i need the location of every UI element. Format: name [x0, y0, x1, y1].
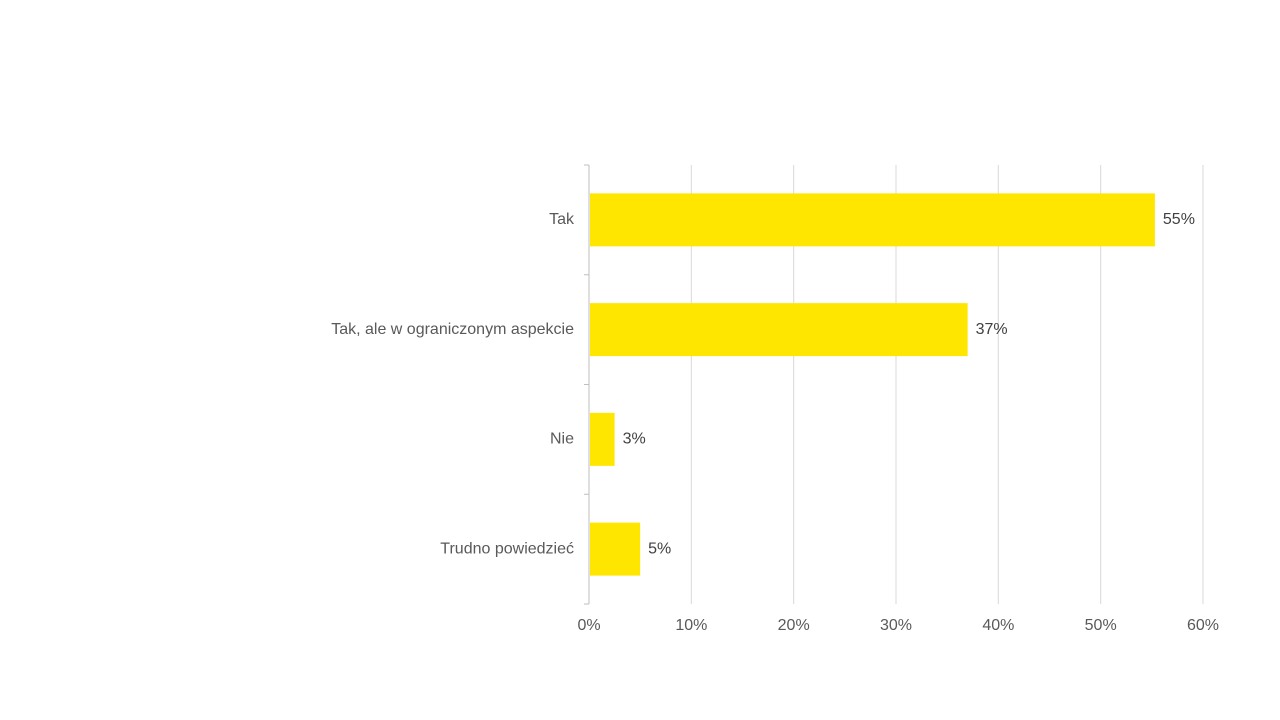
labels: Tak 55% Tak, ale w ograniczonym aspekcie 37…: [331, 211, 1219, 634]
bar-3: [590, 522, 641, 576]
category-axis: [584, 164, 590, 605]
bar-0: [590, 193, 1155, 247]
x-tick-label-0: 0%: [577, 617, 600, 634]
category-label-3: Trudno powiedzieć: [440, 540, 574, 557]
bar-1: [590, 303, 968, 357]
data-label-2: 3%: [623, 431, 646, 448]
data-label-1: 37%: [976, 321, 1008, 338]
x-tick-label-2: 20%: [778, 617, 810, 634]
category-label-1: Tak, ale w ograniczonym aspekcie: [331, 321, 574, 338]
data-label-3: 5%: [648, 540, 671, 557]
bar-2: [590, 412, 615, 466]
x-tick-label-5: 50%: [1085, 617, 1117, 634]
category-label-0: Tak: [549, 211, 575, 228]
bars: [590, 193, 1155, 576]
x-tick-label-3: 30%: [880, 617, 912, 634]
x-tick-label-4: 40%: [982, 617, 1014, 634]
category-label-2: Nie: [550, 431, 574, 448]
data-label-0: 55%: [1163, 211, 1195, 228]
x-tick-label-6: 60%: [1187, 617, 1219, 634]
x-tick-label-1: 10%: [675, 617, 707, 634]
